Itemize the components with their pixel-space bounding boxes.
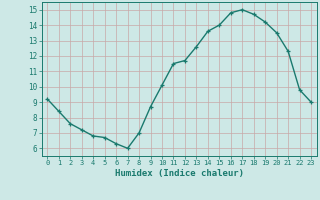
- X-axis label: Humidex (Indice chaleur): Humidex (Indice chaleur): [115, 169, 244, 178]
